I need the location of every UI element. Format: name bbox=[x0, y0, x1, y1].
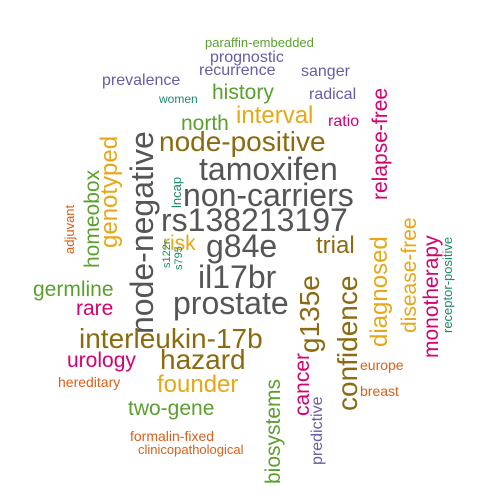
word-rare: rare bbox=[76, 297, 114, 320]
word-il17br: il17br bbox=[198, 259, 277, 295]
word-non-carriers: non-carriers bbox=[183, 177, 354, 213]
word-g84e: g84e bbox=[206, 228, 278, 264]
word-predictive: predictive bbox=[309, 396, 326, 465]
word-ratio: ratio bbox=[328, 113, 360, 130]
word-rs138213197: rs138213197 bbox=[161, 202, 348, 238]
word-s795: s795 bbox=[173, 246, 185, 270]
word-node-negative: node-negative bbox=[124, 131, 160, 334]
word-breast: breast bbox=[360, 383, 399, 399]
word-trial: trial bbox=[316, 232, 355, 259]
word-urology: urology bbox=[67, 349, 136, 372]
word-interleukin-17b: interleukin-17b bbox=[79, 323, 263, 354]
word-interval: interval bbox=[236, 102, 314, 129]
word-prostate: prostate bbox=[173, 285, 289, 321]
word-adjuvant: adjuvant bbox=[62, 204, 77, 254]
word-clinicopathological: clinicopathological bbox=[138, 442, 244, 457]
word-confidence: confidence bbox=[332, 275, 363, 411]
word-prevalence: prevalence bbox=[102, 72, 181, 89]
word-formalin-fixed: formalin-fixed bbox=[130, 428, 215, 444]
word-europe: europe bbox=[360, 357, 404, 373]
word-relapse-free: relapse-free bbox=[369, 87, 392, 200]
word-tamoxifen: tamoxifen bbox=[199, 151, 338, 187]
word-paraffin-embedded: paraffin-embedded bbox=[205, 35, 314, 50]
word-hereditary: hereditary bbox=[58, 374, 121, 390]
word-recurrence: recurrence bbox=[199, 62, 276, 79]
word-risk: risk bbox=[163, 232, 196, 255]
word-germline: germline bbox=[33, 278, 114, 301]
word-prognostic: prognostic bbox=[210, 49, 284, 66]
word-disease-free: disease-free bbox=[398, 217, 421, 333]
word-history: history bbox=[212, 81, 274, 104]
word-s122r: s122r bbox=[161, 240, 173, 268]
word-hazard: hazard bbox=[160, 344, 246, 375]
word-sanger: sanger bbox=[301, 63, 350, 80]
word-genotyped: genotyped bbox=[96, 135, 123, 248]
word-north: north bbox=[181, 112, 229, 135]
word-diagnosed: diagnosed bbox=[366, 236, 393, 347]
word-radical: radical bbox=[309, 86, 357, 103]
word-two-gene: two-gene bbox=[128, 397, 215, 420]
word-women: women bbox=[159, 92, 198, 106]
word-monotherapy: monotherapy bbox=[420, 235, 443, 358]
word-g135e: g135e bbox=[294, 275, 325, 353]
word-biosystems: biosystems bbox=[262, 378, 285, 484]
word-founder: founder bbox=[157, 371, 239, 398]
word-node-positive: node-positive bbox=[159, 126, 326, 157]
